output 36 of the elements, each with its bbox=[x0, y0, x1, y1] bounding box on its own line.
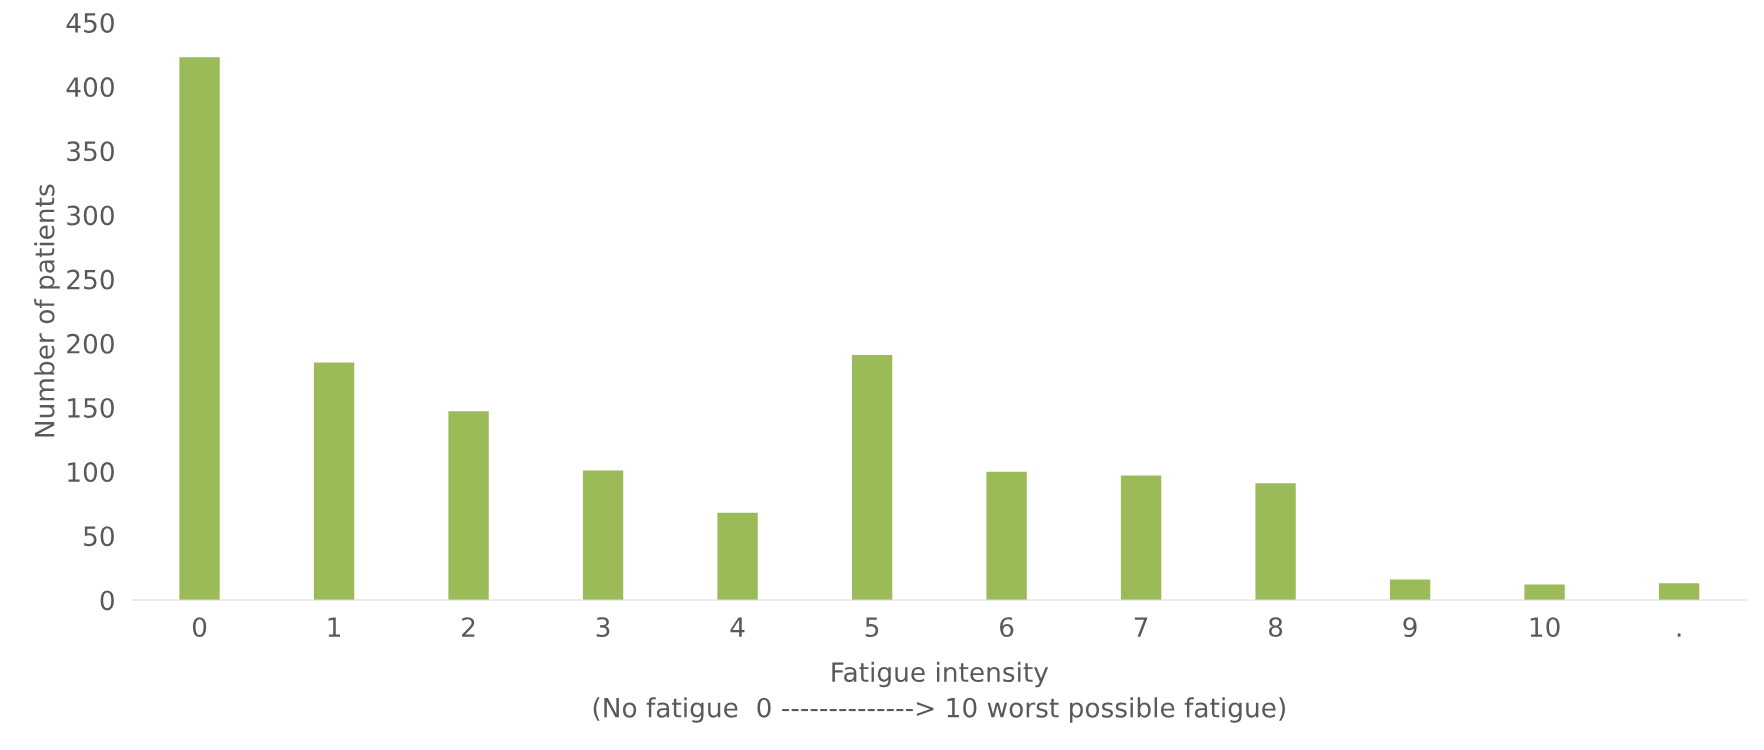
bar bbox=[1120, 475, 1162, 600]
x-tick-label: 1 bbox=[328, 617, 341, 637]
bar bbox=[1255, 483, 1296, 600]
x-tick-label: . bbox=[1677, 633, 1681, 637]
y-tick-label: 350 bbox=[67, 141, 114, 162]
bar bbox=[179, 57, 220, 600]
x-tick-label: 6 bbox=[1000, 617, 1014, 638]
bar bbox=[313, 362, 355, 600]
bar bbox=[1524, 584, 1565, 600]
bar bbox=[582, 470, 624, 600]
x-tick-label: 0 bbox=[192, 617, 207, 638]
y-tick-label: 450 bbox=[66, 12, 114, 33]
y-tick-label: 250 bbox=[67, 269, 114, 290]
x-tick-label: 5 bbox=[865, 617, 879, 638]
y-tick-label: 50 bbox=[84, 526, 114, 547]
x-axis-title: Fatigue intensity (No fatigue 0 --------------> 10 worst possible fatigue) bbox=[593, 661, 1285, 723]
bar bbox=[1658, 583, 1700, 600]
y-tick-label: 0 bbox=[100, 590, 114, 611]
bar bbox=[448, 411, 489, 600]
x-tick-label: 8 bbox=[1268, 617, 1283, 638]
x-tick-label: 2 bbox=[462, 617, 475, 637]
y-tick-label: 400 bbox=[66, 77, 114, 98]
x-tick-label: 4 bbox=[730, 617, 745, 637]
y-axis-title: Number of patients bbox=[34, 184, 60, 437]
y-tick-label: 300 bbox=[67, 205, 114, 226]
x-tick-label: 10 bbox=[1530, 617, 1560, 638]
x-tick-label: 7 bbox=[1134, 617, 1148, 637]
y-tick-label: 200 bbox=[67, 333, 114, 354]
bar bbox=[717, 512, 758, 600]
x-tick-label: 3 bbox=[596, 617, 610, 638]
bar bbox=[851, 354, 893, 600]
bar bbox=[1389, 579, 1431, 600]
y-tick-label: 150 bbox=[68, 397, 114, 418]
y-tick-label: 100 bbox=[68, 462, 114, 483]
x-tick-label: 9 bbox=[1403, 617, 1417, 638]
bar bbox=[986, 471, 1027, 600]
